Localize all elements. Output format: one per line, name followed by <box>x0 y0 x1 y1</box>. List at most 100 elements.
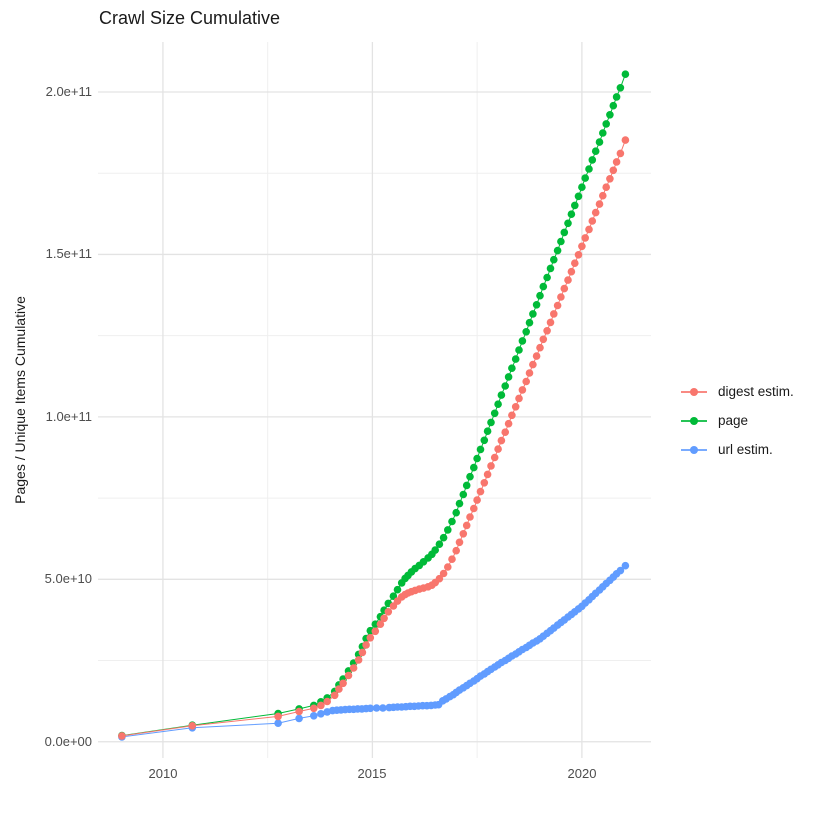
data-point <box>595 200 604 208</box>
data-point <box>310 704 318 713</box>
data-point <box>518 386 527 394</box>
x-tick-label: 2010 <box>148 766 178 781</box>
data-point <box>560 228 569 237</box>
data-point <box>462 521 471 530</box>
data-point <box>621 70 630 78</box>
series-line-digestestim <box>121 139 626 737</box>
data-point <box>339 679 347 688</box>
data-point <box>501 428 510 437</box>
data-point <box>508 364 516 373</box>
data-point <box>578 242 586 251</box>
legend: digest estim. page url estim. <box>681 377 794 464</box>
data-point <box>452 546 461 555</box>
data-point <box>379 704 387 712</box>
data-point <box>522 377 530 386</box>
data-point <box>366 704 375 713</box>
data-point <box>606 111 614 119</box>
data-point <box>525 369 534 377</box>
data-point <box>588 217 597 225</box>
data-point <box>616 566 625 575</box>
data-point <box>466 513 474 521</box>
data-point <box>452 508 461 517</box>
data-point <box>330 691 339 700</box>
data-point <box>310 712 318 720</box>
data-point <box>511 403 520 411</box>
data-point <box>439 533 448 542</box>
data-point <box>612 158 621 166</box>
data-point <box>546 264 555 273</box>
data-point <box>462 481 471 490</box>
legend-item-digest-estim: digest estim. <box>681 377 794 406</box>
data-point <box>557 237 565 246</box>
data-point <box>515 346 523 354</box>
data-point <box>384 608 393 616</box>
data-point <box>435 540 444 548</box>
data-point <box>393 585 402 594</box>
data-point <box>508 411 516 420</box>
data-point <box>470 504 478 513</box>
data-point <box>564 219 572 228</box>
data-point <box>317 701 325 710</box>
data-point <box>609 166 618 175</box>
data-point <box>466 472 474 481</box>
data-point <box>487 462 495 470</box>
data-point <box>543 273 551 282</box>
data-point <box>621 561 630 570</box>
data-point <box>518 337 527 345</box>
data-point <box>344 671 353 680</box>
data-point <box>550 310 558 318</box>
data-point <box>553 301 562 310</box>
data-point <box>591 147 600 155</box>
data-point <box>557 293 565 301</box>
data-point <box>431 546 440 554</box>
data-point <box>317 710 325 718</box>
data-point <box>335 685 343 693</box>
data-point <box>470 463 478 472</box>
chart-title: Crawl Size Cumulative <box>99 8 281 28</box>
data-point <box>494 400 502 409</box>
data-point <box>501 382 510 390</box>
data-point <box>571 201 579 210</box>
data-point <box>487 418 495 427</box>
data-point <box>574 251 583 259</box>
legend-label: digest estim. <box>718 384 794 399</box>
data-point <box>585 165 593 173</box>
data-point <box>606 175 614 183</box>
data-point <box>529 360 537 369</box>
data-point <box>567 267 576 276</box>
data-point <box>543 327 551 335</box>
legend-item-url-estim: url estim. <box>681 435 794 464</box>
data-point <box>455 499 464 508</box>
data-point <box>494 445 502 453</box>
data-point <box>599 129 607 137</box>
data-point <box>476 487 485 496</box>
data-point <box>504 419 513 428</box>
data-point <box>539 335 548 344</box>
data-point <box>550 255 558 264</box>
data-point <box>295 714 303 723</box>
data-point <box>362 641 370 649</box>
y-tick-label: 5.0e+10 <box>44 571 92 586</box>
data-point <box>602 183 610 191</box>
legend-key-icon <box>681 414 707 428</box>
data-point <box>522 328 530 336</box>
y-axis-title: Pages / Unique Items Cumulative <box>12 296 28 504</box>
data-point <box>539 282 548 291</box>
legend-item-page: page <box>681 406 794 435</box>
data-point <box>574 192 583 201</box>
data-point <box>473 454 481 463</box>
data-point <box>609 101 618 110</box>
data-point <box>581 234 589 242</box>
data-point <box>188 722 197 730</box>
legend-label: url estim. <box>718 442 773 457</box>
legend-key-icon <box>681 385 707 399</box>
data-point <box>371 627 380 636</box>
series-line-urlestim <box>121 565 626 738</box>
data-point <box>118 732 126 740</box>
data-point <box>529 310 537 318</box>
data-point <box>358 648 367 657</box>
legend-label: page <box>718 413 749 428</box>
data-point <box>546 318 555 327</box>
y-tick-label: 2.0e+11 <box>45 84 92 99</box>
